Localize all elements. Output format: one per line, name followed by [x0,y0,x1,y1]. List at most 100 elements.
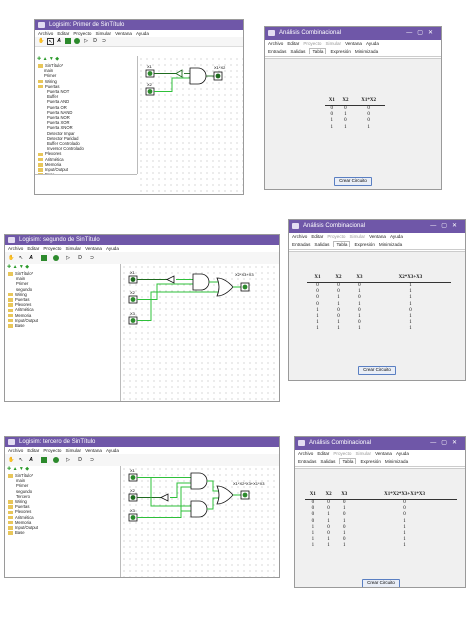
window-controls[interactable]: —▢✕ [406,30,438,36]
led-tool-icon[interactable] [74,38,80,44]
crear-circuito-button[interactable]: Crear Circuito [334,177,372,186]
tree-folder-base[interactable]: Base [5,323,120,328]
table-cell[interactable]: 1 [367,124,370,130]
menu-editar[interactable]: Editar [27,246,40,251]
or-gate-icon[interactable]: ⊃ [89,255,95,261]
tree-item-odd[interactable]: Detector Impar [47,130,75,136]
not-gate[interactable] [160,493,169,502]
tree-folder-aritmetica[interactable]: Aritmética [5,307,120,312]
tree-item-parity[interactable]: Detector Paridad [47,135,79,141]
menu-ayuda[interactable]: Ayuda [389,234,403,239]
menu-editar[interactable]: Editar [287,41,300,46]
tree-folder-aritmetica[interactable]: Aritmética [5,515,120,520]
crear-circuito-button[interactable]: Crear Circuito [362,579,400,587]
tree-folder-puertas[interactable]: Puertas [5,297,120,302]
menu-proyecto[interactable]: Proyecto [333,451,352,456]
menu-simular[interactable]: Simular [95,31,112,36]
tree-item-buffer[interactable]: Buffer [47,94,59,100]
and-gate[interactable] [189,67,207,85]
tree-folder-plexores[interactable]: Plexores [5,302,120,307]
tree-item-xnor[interactable]: Puerta XNOR [47,125,73,131]
tab-expresion[interactable]: Expresión [360,459,381,464]
led-tool-icon[interactable] [53,457,59,463]
and-gate-icon[interactable]: D [78,255,82,261]
tree-item-cbuffer[interactable]: Buffer Controlado [47,141,80,147]
tab-minimizada[interactable]: Minimizada [378,242,403,247]
menu-ventana[interactable]: Ventana [369,234,386,239]
pin-tool-icon[interactable] [41,255,47,261]
table-cell[interactable]: 0 [409,307,412,313]
tab-minimizada[interactable]: Minimizada [354,49,379,54]
tree-folder-base[interactable]: Base [5,530,120,535]
tab-entradas[interactable]: Entradas [292,242,311,247]
and-gate[interactable] [190,500,208,518]
tab-tabla[interactable]: Tabla [333,241,351,247]
select-tool-icon[interactable]: ↖ [18,457,24,463]
and-gate-icon[interactable]: D [78,457,82,463]
and-gate[interactable] [192,273,210,291]
table-cell[interactable]: 0 [367,112,370,118]
crear-circuito-button[interactable]: Crear Circuito [358,366,396,375]
menu-editar[interactable]: Editar [317,451,330,456]
tab-expresion[interactable]: Expresión [330,49,351,54]
tree-project[interactable]: SinTítulo* [35,63,137,68]
select-tool-icon[interactable]: ↖ [47,38,54,45]
menu-archivo[interactable]: Archivo [8,448,24,453]
menu-proyecto[interactable]: Proyecto [327,234,346,239]
menu-editar[interactable]: Editar [311,234,324,239]
tab-salidas[interactable]: Salidas [314,242,330,247]
text-tool-icon[interactable]: A [57,38,61,44]
or-gate-icon[interactable]: ⊃ [89,457,95,463]
menu-ayuda[interactable]: Ayuda [135,31,149,36]
table-cell[interactable]: 1 [403,543,406,549]
tab-salidas[interactable]: Salidas [290,49,306,54]
menu-proyecto[interactable]: Proyecto [73,31,92,36]
tree-folder-wiring[interactable]: Wiring [5,499,120,504]
menu-archivo[interactable]: Archivo [38,31,54,36]
menu-ventana[interactable]: Ventana [85,448,102,453]
tree-folder-puertas[interactable]: Puertas [35,84,137,89]
tree-folder-puertas[interactable]: Puertas [5,504,120,509]
menu-ayuda[interactable]: Ayuda [105,448,119,453]
tree-project[interactable]: SinTítulo* [5,473,120,478]
poke-tool-icon[interactable]: ✋ [38,38,45,44]
menu-ayuda[interactable]: Ayuda [395,451,409,456]
poke-tool-icon[interactable]: ✋ [8,457,15,463]
table-cell[interactable]: 1 [409,289,412,295]
tree-folder-wiring[interactable]: Wiring [35,79,137,84]
not-gate[interactable] [166,275,175,284]
text-tool-icon[interactable]: A [29,457,33,463]
menu-ayuda[interactable]: Ayuda [365,41,379,46]
tree-folder-aritmetica[interactable]: Aritmética [35,157,137,162]
tab-tabla[interactable]: Tabla [309,48,327,54]
table-cell[interactable]: 0 [403,512,406,518]
and-gate[interactable] [190,472,208,490]
menu-proyecto[interactable]: Proyecto [303,41,322,46]
table-cell[interactable]: 1 [403,518,406,524]
tree-item-cinv[interactable]: Inversor Controlado [47,146,84,152]
table-cell[interactable]: 1 [403,537,406,543]
menu-simular[interactable]: Simular [355,451,372,456]
select-tool-icon[interactable]: ↖ [18,255,24,261]
tree-folder-memoria[interactable]: Memoria [35,162,137,167]
tree-item-main[interactable]: main [44,68,54,74]
menu-ayuda[interactable]: Ayuda [105,246,119,251]
tree-folder-memoria[interactable]: Memoria [5,520,120,525]
table-cell[interactable]: 1 [409,314,412,320]
tab-entradas[interactable]: Entradas [298,459,317,464]
table-cell[interactable]: 0 [367,118,370,124]
poke-tool-icon[interactable]: ✋ [8,255,15,261]
menu-simular[interactable]: Simular [349,234,366,239]
tree-item-nor[interactable]: Puerta NOR [47,115,70,121]
tree-folder-wiring[interactable]: Wiring [5,292,120,297]
tree-folder-io[interactable]: Input/Output [35,167,137,172]
tree-item-main[interactable]: main [16,276,26,282]
menu-simular[interactable]: Simular [325,41,342,46]
circuit-canvas[interactable]: X1 X2 X3 X2*X3+X3 [121,264,279,401]
window-controls[interactable]: —▢✕ [430,440,462,446]
menu-archivo[interactable]: Archivo [292,234,308,239]
or-gate-icon[interactable]: ⊃ [101,38,107,44]
menu-editar[interactable]: Editar [57,31,70,36]
not-gate[interactable] [154,69,183,78]
menu-ventana[interactable]: Ventana [85,246,102,251]
